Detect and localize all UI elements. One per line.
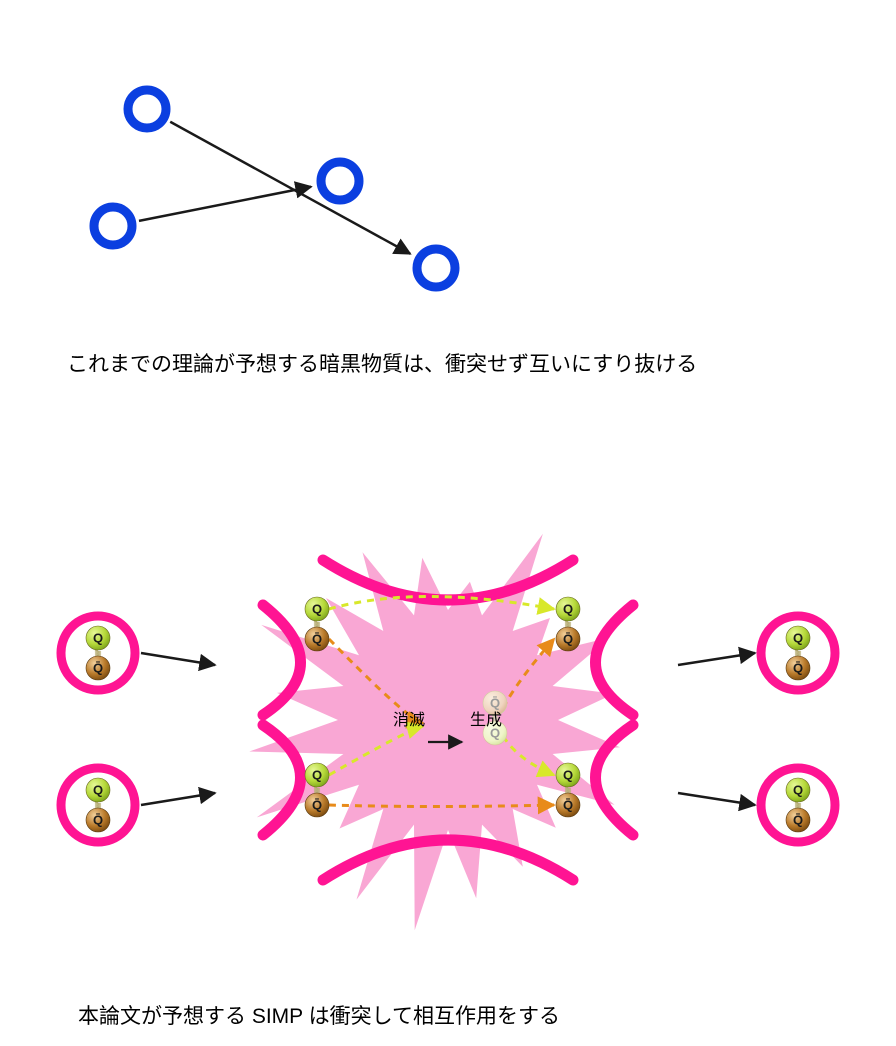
quark-label: Q <box>312 768 322 783</box>
quark-label: Q <box>93 631 103 646</box>
orange-dash <box>329 639 423 723</box>
gluon-squiggle <box>95 802 101 808</box>
antiquark-ball <box>786 656 810 680</box>
arc-left-upper <box>263 605 301 715</box>
gluon-squiggle <box>795 802 801 808</box>
outer-arrows <box>141 653 755 805</box>
antiquark-ball <box>556 793 580 817</box>
antiquark-label: Q̄ <box>312 798 322 813</box>
quark-ball <box>786 778 810 802</box>
inner-qpairs: Q Q̄ Q Q̄ Q Q̄ Q Q̄ <box>305 597 580 817</box>
green-dash <box>329 597 554 610</box>
ghost-qpair: Q̄ Q <box>483 691 507 745</box>
antiquark-label: Q <box>490 726 500 741</box>
quark-label: Q <box>312 602 322 617</box>
gluon-squiggle <box>314 787 320 793</box>
diagram-stage: QQ̄QQ̄QQ̄QQ̄ QQ̄QQ̄QQ̄QQ̄ Q̄Q 消滅生成 これまでの… <box>0 0 896 1046</box>
wimp-particle <box>321 162 359 200</box>
antiquark-label: Q̄ <box>93 661 103 676</box>
quark-ball <box>305 763 329 787</box>
bottom-diagram: QQ̄QQ̄QQ̄QQ̄ QQ̄QQ̄QQ̄QQ̄ Q̄Q 消滅生成 <box>61 534 835 931</box>
antiquark-label: Q̄ <box>563 632 573 647</box>
antiquark-label: Q̄ <box>563 798 573 813</box>
antiquark-label: Q̄ <box>312 632 322 647</box>
quark-label: Q <box>563 602 573 617</box>
antiquark-ball <box>86 808 110 832</box>
simp-particle-ring <box>761 768 835 842</box>
quark-label: Q <box>793 783 803 798</box>
gluon-squiggle <box>492 715 498 721</box>
gluon-squiggle <box>314 621 320 627</box>
in-arrow <box>141 653 215 665</box>
simp-particle-ring <box>761 616 835 690</box>
quark-label: Q <box>563 768 573 783</box>
orange-dash <box>503 639 554 708</box>
diagram-svg: QQ̄QQ̄QQ̄QQ̄ QQ̄QQ̄QQ̄QQ̄ Q̄Q 消滅生成 <box>0 0 896 1046</box>
quark-ball <box>86 626 110 650</box>
outer-particles: Q Q̄ Q Q̄ Q Q̄ Q Q̄ <box>61 616 835 842</box>
top-diagram <box>94 90 455 287</box>
quark-ball <box>786 626 810 650</box>
orange-dash <box>329 805 554 807</box>
trajectory-dashes <box>329 597 554 807</box>
arc-top <box>323 560 573 600</box>
wimp-particle <box>94 207 132 245</box>
wimp-particle <box>128 90 166 128</box>
quark-ball <box>86 778 110 802</box>
antiquark-ball <box>556 627 580 651</box>
green-dash <box>503 736 554 775</box>
label-annihilate: 消滅 <box>393 711 425 729</box>
in-arrow <box>141 793 215 805</box>
gluon-squiggle <box>565 787 571 793</box>
quark-label: Q <box>793 631 803 646</box>
antiquark-label: Q̄ <box>793 661 803 676</box>
quark-ball <box>305 597 329 621</box>
green-dash <box>329 726 423 775</box>
quark-ball <box>556 597 580 621</box>
top-arrow <box>139 187 311 221</box>
caption-top: これまでの理論が予想する暗黒物質は、衝突せず互いにすり抜ける <box>67 348 697 378</box>
arc-right-lower <box>596 725 634 835</box>
antiquark-ball <box>86 656 110 680</box>
quark-label: Q̄ <box>490 696 500 711</box>
antiquark-label: Q̄ <box>793 813 803 828</box>
quark-ball <box>556 763 580 787</box>
antiquark-ball <box>305 627 329 651</box>
arc-bottom <box>323 840 573 880</box>
center-labels: 消滅 生成 <box>393 711 502 742</box>
caption-bottom: 本論文が予想する SIMP は衝突して相互作用をする <box>78 1000 560 1030</box>
starburst <box>249 534 620 931</box>
magenta-arcs <box>263 560 633 880</box>
antiquark-ball <box>483 691 507 715</box>
antiquark-label: Q̄ <box>93 813 103 828</box>
out-arrow <box>678 653 755 665</box>
quark-ball <box>483 721 507 745</box>
wimp-particle <box>417 249 455 287</box>
simp-particle-ring <box>61 616 135 690</box>
arc-left-lower <box>263 725 301 835</box>
gluon-squiggle <box>95 650 101 656</box>
simp-particle-ring <box>61 768 135 842</box>
out-arrow <box>678 793 755 805</box>
top-arrow <box>170 122 410 254</box>
label-create: 生成 <box>470 711 502 729</box>
antiquark-ball <box>786 808 810 832</box>
gluon-squiggle <box>795 650 801 656</box>
arc-right-upper <box>596 605 634 715</box>
quark-label: Q <box>93 783 103 798</box>
gluon-squiggle <box>565 621 571 627</box>
antiquark-ball <box>305 793 329 817</box>
